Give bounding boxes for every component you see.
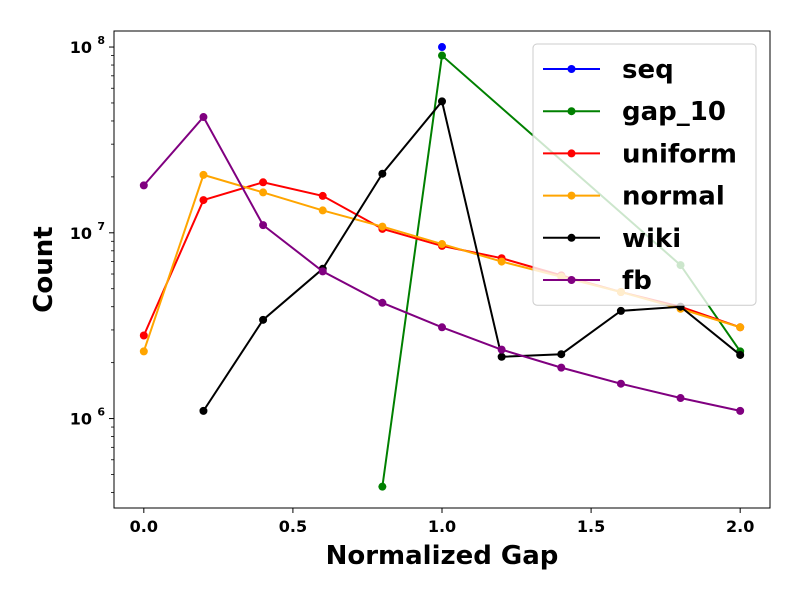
x-tick-label: 2.0 — [726, 517, 754, 536]
data-point — [676, 394, 685, 403]
data-point — [199, 196, 208, 205]
x-tick-label: 1.5 — [577, 517, 605, 536]
data-point — [438, 240, 446, 249]
y-tick-label: 10 6 — [70, 406, 106, 429]
data-point — [378, 222, 387, 231]
legend-marker — [567, 149, 576, 158]
data-point — [378, 298, 387, 307]
data-point — [378, 169, 387, 178]
data-point — [616, 306, 625, 315]
data-point — [736, 406, 745, 415]
data-point — [438, 51, 446, 60]
data-point — [616, 379, 625, 388]
data-point — [318, 267, 327, 276]
series-fb — [139, 113, 745, 415]
y-tick-label: 10 8 — [70, 34, 105, 57]
legend-box — [532, 43, 757, 306]
legend-marker — [567, 191, 576, 200]
y-axis-label: Count — [29, 226, 59, 312]
data-point — [139, 331, 148, 340]
legend-label: wiki — [622, 224, 681, 254]
y-axis: 10 6 10 7 10 8 — [70, 34, 114, 429]
data-point — [736, 350, 745, 359]
data-point — [259, 178, 268, 187]
series-line — [202, 99, 741, 412]
data-point — [438, 43, 446, 52]
x-tick-label: 0.0 — [130, 517, 158, 536]
data-point — [497, 352, 506, 361]
y-tick-label: 10 7 — [70, 220, 105, 243]
legend-label: fb — [622, 266, 652, 296]
y-tick-exponent: 6 — [97, 406, 105, 419]
x-tick-label: 0.5 — [279, 517, 307, 536]
data-point — [259, 315, 268, 324]
x-axis-label: Normalized Gap — [326, 541, 559, 571]
data-point — [139, 347, 148, 356]
data-point — [199, 170, 208, 179]
data-point — [497, 345, 506, 354]
y-tick-base: 10 — [70, 410, 92, 429]
data-point — [199, 113, 208, 122]
data-point — [438, 323, 446, 332]
data-point — [199, 406, 208, 415]
legend-label: uniform — [622, 139, 737, 169]
legend-entry-gap-10: gap_10 — [543, 97, 726, 127]
legend-label: gap_10 — [622, 97, 726, 127]
legend-entry-uniform: uniform — [543, 139, 737, 169]
data-point — [259, 221, 268, 230]
data-point — [438, 97, 446, 106]
legend-marker — [567, 107, 576, 116]
data-point — [318, 191, 327, 200]
legend-entry-normal: normal — [543, 182, 725, 212]
data-point — [557, 350, 566, 359]
legend-entry-fb: fb — [543, 266, 652, 296]
y-tick-exponent: 7 — [97, 220, 105, 233]
legend-entry-seq: seq — [543, 55, 674, 85]
legend-entry-wiki: wiki — [543, 224, 681, 254]
x-tick-label: 1.0 — [428, 517, 456, 536]
y-tick-exponent: 8 — [97, 34, 105, 47]
legend-label: normal — [622, 182, 725, 212]
data-point — [497, 257, 506, 266]
data-point — [259, 188, 268, 197]
data-point — [557, 363, 566, 372]
series-seq — [438, 43, 446, 52]
data-point — [139, 181, 148, 190]
data-point — [736, 323, 745, 332]
y-tick-base: 10 — [70, 38, 92, 57]
data-point — [318, 206, 327, 215]
data-point — [378, 482, 387, 491]
legend-marker — [567, 276, 576, 284]
y-tick-base: 10 — [70, 224, 92, 243]
x-axis: 0.0 0.5 1.0 1.5 2.0 — [130, 508, 754, 536]
legend-marker — [567, 233, 576, 242]
legend-marker — [567, 65, 576, 73]
legend-label: seq — [622, 55, 674, 85]
